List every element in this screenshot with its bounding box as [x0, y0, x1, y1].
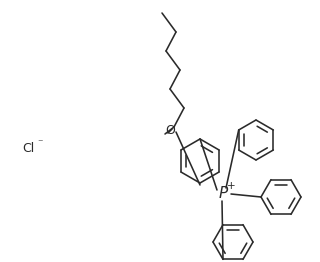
Text: +: + — [227, 181, 235, 191]
Text: P: P — [218, 185, 228, 200]
Text: O: O — [165, 123, 175, 137]
Text: Cl: Cl — [22, 141, 34, 155]
Text: ⁻: ⁻ — [37, 138, 43, 148]
